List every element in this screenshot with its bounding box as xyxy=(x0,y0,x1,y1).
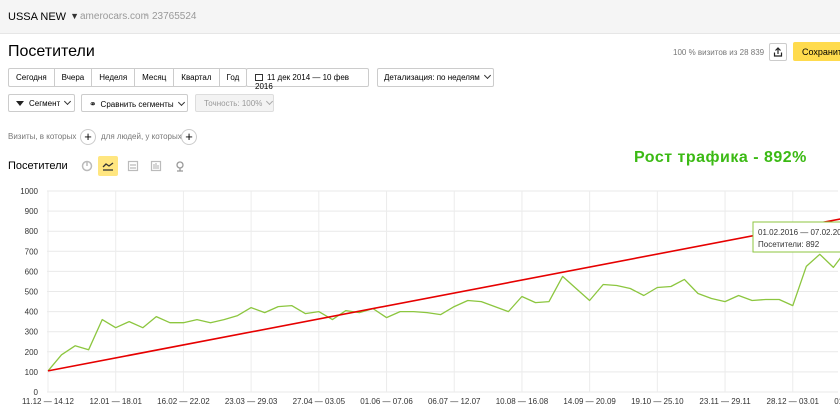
counter-id: 23765524 xyxy=(152,11,197,22)
visits-condition-label: Визиты, в которых xyxy=(8,132,77,141)
x-tick-label: 11.12 — 14.12 xyxy=(22,397,74,406)
y-axis-ticks: 0 100 200 300 400 500 600 700 800 900 1000 xyxy=(20,187,38,397)
area-chart-icon xyxy=(127,160,139,172)
visitors-series-line xyxy=(47,253,840,372)
compare-segments-button[interactable]: ⚭ Сравнить сегменты xyxy=(81,94,188,112)
period-week-button[interactable]: Неделя xyxy=(92,69,136,86)
x-tick-label: 27.04 — 03.05 xyxy=(293,397,346,406)
counter-selector[interactable]: USSA NEW ▼ xyxy=(8,11,79,23)
share-button[interactable] xyxy=(769,43,787,61)
y-tick-label: 300 xyxy=(25,328,39,337)
page-title: Посетители xyxy=(8,43,95,60)
share-icon xyxy=(773,47,783,57)
x-tick-label: 23.11 — 29.11 xyxy=(699,397,751,406)
segment-button[interactable]: Сегмент xyxy=(8,94,75,112)
calendar-icon xyxy=(255,74,263,81)
x-tick-label: 12.01 — 18.01 xyxy=(89,397,142,406)
chart-tooltip: 01.02.2016 — 07.02.2016 Посетители: 892 xyxy=(752,221,840,253)
chart-grid xyxy=(47,190,838,393)
chart-type-pie-button[interactable] xyxy=(77,156,97,176)
compare-label: Сравнить сегменты xyxy=(100,100,174,109)
period-today-button[interactable]: Сегодня xyxy=(9,69,55,86)
series-points xyxy=(47,254,834,371)
y-tick-label: 1000 xyxy=(20,187,38,196)
map-pin-icon xyxy=(176,161,184,172)
chart-type-bar-button[interactable] xyxy=(146,156,166,176)
x-tick-label: 01.06 — 07.06 xyxy=(360,397,413,406)
date-range-text: 11 дек 2014 — 10 фев 2016 xyxy=(255,73,350,91)
y-tick-label: 0 xyxy=(34,388,39,397)
traffic-growth-annotation: Рост трафика - 892% xyxy=(634,149,807,166)
y-tick-label: 900 xyxy=(25,207,39,216)
period-month-button[interactable]: Месяц xyxy=(135,69,175,86)
period-yesterday-button[interactable]: Вчера xyxy=(55,69,93,86)
date-range-picker[interactable]: 11 дек 2014 — 10 фев 2016 xyxy=(246,68,369,91)
save-button[interactable]: Сохранить xyxy=(793,42,840,61)
top-bar: USSA NEW ▼ amerocars.com • 23765524 xyxy=(0,0,840,34)
site-domain: amerocars.com xyxy=(80,11,149,22)
compare-icon: ⚭ xyxy=(89,99,97,109)
counter-name: USSA NEW xyxy=(8,11,67,23)
chart-type-area-button[interactable] xyxy=(123,156,143,176)
x-tick-label: 01.02 — 07.02 xyxy=(834,397,840,406)
period-quarter-button[interactable]: Квартал xyxy=(174,69,220,86)
tooltip-range: 01.02.2016 — 07.02.2016 xyxy=(758,228,840,237)
chart-type-map-button[interactable] xyxy=(170,156,190,176)
x-tick-label: 10.08 — 16.08 xyxy=(496,397,549,406)
separator: • xyxy=(145,10,149,21)
tooltip-value: Посетители: 892 xyxy=(758,240,820,249)
y-tick-label: 700 xyxy=(25,247,39,256)
x-tick-label: 28.12 — 03.01 xyxy=(767,397,820,406)
add-people-condition-button[interactable]: + xyxy=(181,129,197,145)
chart-type-line-button[interactable] xyxy=(98,156,118,176)
x-axis-ticks: 11.12 — 14.12 12.01 — 18.01 16.02 — 22.02 2… xyxy=(22,397,840,406)
y-tick-label: 200 xyxy=(25,348,39,357)
y-tick-label: 400 xyxy=(25,308,39,317)
period-selector: Сегодня Вчера Неделя Месяц Квартал Год xyxy=(8,68,248,87)
y-tick-label: 600 xyxy=(25,267,39,276)
bar-chart-icon xyxy=(150,160,162,172)
trend-arrow-line xyxy=(47,218,840,372)
tooltip-box xyxy=(752,221,840,253)
plus-icon: + xyxy=(84,129,92,144)
accuracy-label: Точность: 100% xyxy=(204,99,263,108)
x-tick-label: 16.02 — 22.02 xyxy=(157,397,210,406)
visits-share: 100 % визитов из 28 839 xyxy=(673,48,765,57)
detail-text: Детализация: по неделям xyxy=(384,73,480,82)
detail-select[interactable]: Детализация: по неделям xyxy=(377,68,494,87)
plus-icon: + xyxy=(185,129,193,144)
pie-chart-icon xyxy=(81,160,93,172)
x-tick-label: 23.03 — 29.03 xyxy=(225,397,278,406)
add-visit-condition-button[interactable]: + xyxy=(80,129,96,145)
chart-title: Посетители xyxy=(8,160,68,172)
x-tick-label: 06.07 — 12.07 xyxy=(428,397,481,406)
people-condition-label: для людей, у которых xyxy=(101,132,182,141)
segment-label: Сегмент xyxy=(29,99,61,108)
period-year-button[interactable]: Год xyxy=(226,73,240,82)
accuracy-select[interactable]: Точность: 100% xyxy=(195,94,274,112)
x-tick-label: 19.10 — 25.10 xyxy=(631,397,684,406)
y-tick-label: 800 xyxy=(25,227,39,236)
line-chart-icon xyxy=(102,162,114,171)
y-tick-label: 500 xyxy=(25,288,39,297)
y-tick-label: 100 xyxy=(25,368,39,377)
filter-icon xyxy=(16,101,24,106)
x-tick-label: 14.09 — 20.09 xyxy=(563,397,616,406)
chevron-down-icon: ▼ xyxy=(70,11,79,21)
